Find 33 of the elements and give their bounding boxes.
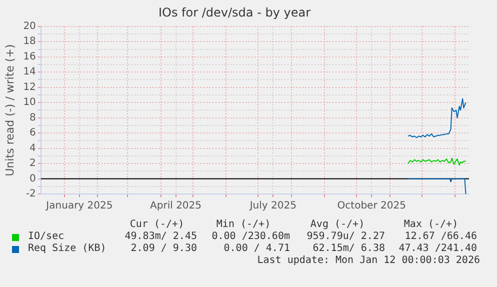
x-tick-label: October 2025 <box>337 200 406 212</box>
text: Max (-/+) <box>402 219 460 231</box>
y-axis-title: Units read (-) / write (+) <box>3 44 16 176</box>
y-tick-label: 2 <box>30 158 36 170</box>
text: 0.00 / 4.71 <box>222 243 290 255</box>
y-tick-label: 8 <box>30 112 36 124</box>
y-tick-label: 4 <box>30 142 36 154</box>
y-tick-label: 16 <box>23 51 36 62</box>
y-tick-label: 6 <box>30 128 36 139</box>
text: Avg (-/+) <box>309 219 366 231</box>
text: 62.15m/ 6.38 <box>312 243 385 255</box>
y-tick-label: 14 <box>23 66 36 78</box>
y-tick-label: 18 <box>23 36 36 48</box>
text: 0.00 /230.60m <box>210 231 290 243</box>
y-tick-label: 12 <box>23 82 36 93</box>
legend-label: IO/sec <box>27 231 66 243</box>
text: Cur (-/+) <box>128 219 186 231</box>
text: Last update: Mon Jan 12 00:00:03 2026 <box>256 255 481 267</box>
x-tick-label: April 2025 <box>150 200 202 212</box>
text: 2.09 / 9.30 <box>130 243 197 255</box>
y-tick-label: 20 <box>23 20 36 32</box>
y-tick-label: -2 <box>26 188 36 200</box>
text: 12.67 /66.46 <box>404 231 477 243</box>
x-tick-label: July 2025 <box>248 200 296 212</box>
text: 47.43 /241.40 <box>398 243 477 255</box>
text: Min (-/+) <box>215 219 272 231</box>
text: 49.83m/ 2.45 <box>124 231 197 243</box>
x-tick-label: January 2025 <box>45 200 113 212</box>
chart-title: IOs for /dev/sda - by year <box>158 5 311 20</box>
text: 959.79u/ 2.27 <box>306 231 385 243</box>
y-tick-label: 10 <box>23 97 36 108</box>
legend-label: Req Size (KB) <box>27 243 108 255</box>
y-tick-label: 0 <box>30 173 36 184</box>
